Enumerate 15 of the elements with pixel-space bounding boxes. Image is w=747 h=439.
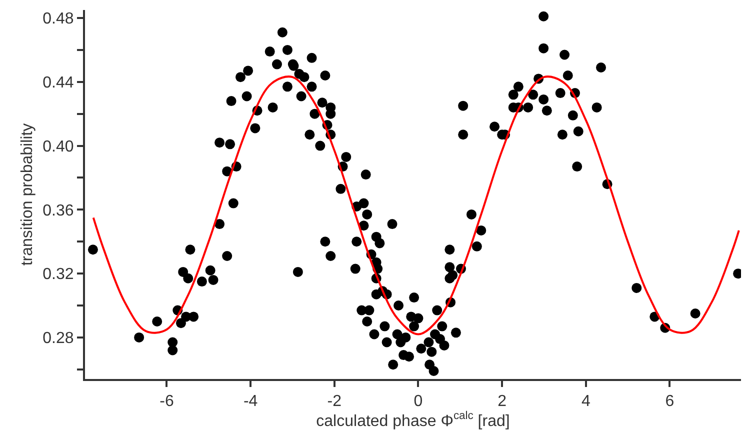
y-tick-label: 0.28 (42, 330, 74, 348)
x-tick-label: 6 (665, 393, 674, 410)
x-axis-title: calculated phase Φ$^{calc}$ [rad] (316, 410, 510, 430)
y-tick-label: 0.36 (42, 202, 74, 220)
y-tick-label: 0.44 (42, 74, 74, 92)
y-tick-label: 0.40 (42, 138, 74, 156)
y-tick-label: 0.48 (42, 10, 74, 28)
y-axis-title: transition probability (19, 123, 36, 266)
y-tick-label: 0.32 (42, 266, 74, 284)
x-tick-label: -6 (160, 393, 174, 410)
x-tick-label: 0 (414, 393, 423, 410)
x-tick-label: -2 (327, 393, 342, 410)
x-tick-label: 4 (581, 393, 590, 410)
x-tick-label: 2 (498, 393, 507, 410)
x-tick-label: -4 (243, 393, 258, 410)
